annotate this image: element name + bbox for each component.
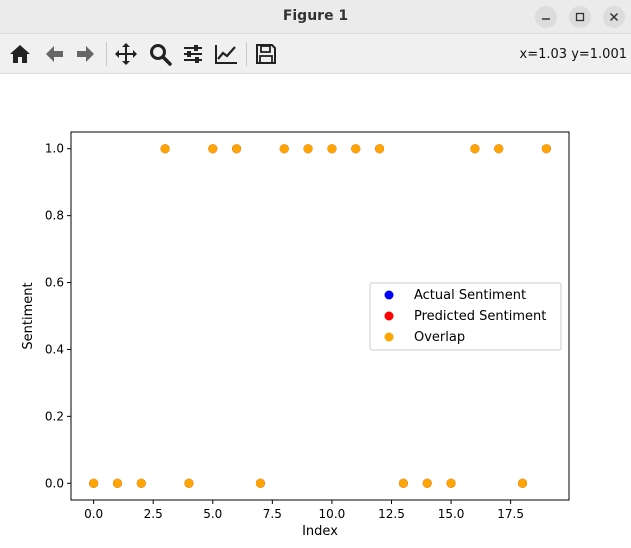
data-point [351,144,361,154]
back-button[interactable] [40,40,68,68]
title-bar: Figure 1 [0,0,631,34]
x-tick-label: 7.5 [263,507,282,521]
data-point [232,144,242,154]
close-button[interactable] [603,6,625,28]
data-point [327,144,337,154]
legend-label: Overlap [414,330,465,345]
minimize-button[interactable] [535,6,557,28]
y-tick-label: 0.8 [45,209,64,223]
zoom-icon [150,44,172,66]
data-point [494,144,504,154]
edit-axes-icon [215,45,237,64]
x-tick-label: 12.5 [378,507,405,521]
close-icon [609,12,619,22]
data-point [375,144,385,154]
x-tick-label: 5.0 [203,507,222,521]
minimize-icon [542,18,550,20]
subplots-button[interactable] [179,40,207,68]
toolbar-separator [106,42,107,66]
y-tick-label: 1.0 [45,142,64,156]
data-point [279,144,289,154]
data-point [303,144,313,154]
data-point [398,478,408,488]
back-arrow-icon [46,46,63,62]
forward-arrow-icon [77,46,94,62]
home-icon [10,45,30,63]
x-tick-label: 0.0 [84,507,103,521]
toolbar-separator [246,42,247,66]
pan-button[interactable] [112,40,140,68]
data-point [89,478,99,488]
subplots-config-icon [184,45,202,63]
y-axis-label: Sentiment [21,282,36,349]
y-tick-label: 0.2 [45,409,64,423]
x-axis-label: Index [302,524,338,539]
y-tick-label: 0.0 [45,476,64,490]
forward-button[interactable] [72,40,100,68]
data-point [136,478,146,488]
data-point [541,144,551,154]
data-point [208,144,218,154]
x-tick-label: 10.0 [319,507,346,521]
data-point [518,478,528,488]
y-tick-label: 0.4 [45,342,64,356]
legend-marker [384,311,394,321]
data-point [470,144,480,154]
zoom-button[interactable] [146,40,174,68]
toolbar: x=1.03 y=1.001 [0,34,631,74]
data-point [184,478,194,488]
legend-marker [384,332,394,342]
home-button[interactable] [6,40,34,68]
maximize-button[interactable] [569,6,591,28]
edit-axes-button[interactable] [212,40,240,68]
plot-canvas[interactable]: 0.0 2.5 5.0 7.5 10.0 12.5 15.0 17.5 0.0 0.2 0.4 0.6… [0,74,631,548]
legend-marker [384,290,394,300]
legend-label: Predicted Sentiment [414,309,546,324]
x-tick-label: 2.5 [144,507,163,521]
window-title: Figure 1 [282,8,349,24]
legend-label: Actual Sentiment [414,288,526,303]
save-button[interactable] [252,40,280,68]
legend [369,282,562,351]
data-point [422,478,432,488]
pan-icon [115,43,137,65]
save-icon [256,44,276,64]
data-point [160,144,170,154]
maximize-icon [575,12,585,22]
x-tick-label: 17.5 [497,507,524,521]
cursor-coordinates: x=1.03 y=1.001 [519,47,627,62]
data-point [112,478,122,488]
y-tick-label: 0.6 [45,276,64,290]
data-point [255,478,265,488]
data-point [446,478,456,488]
x-tick-label: 15.0 [438,507,465,521]
